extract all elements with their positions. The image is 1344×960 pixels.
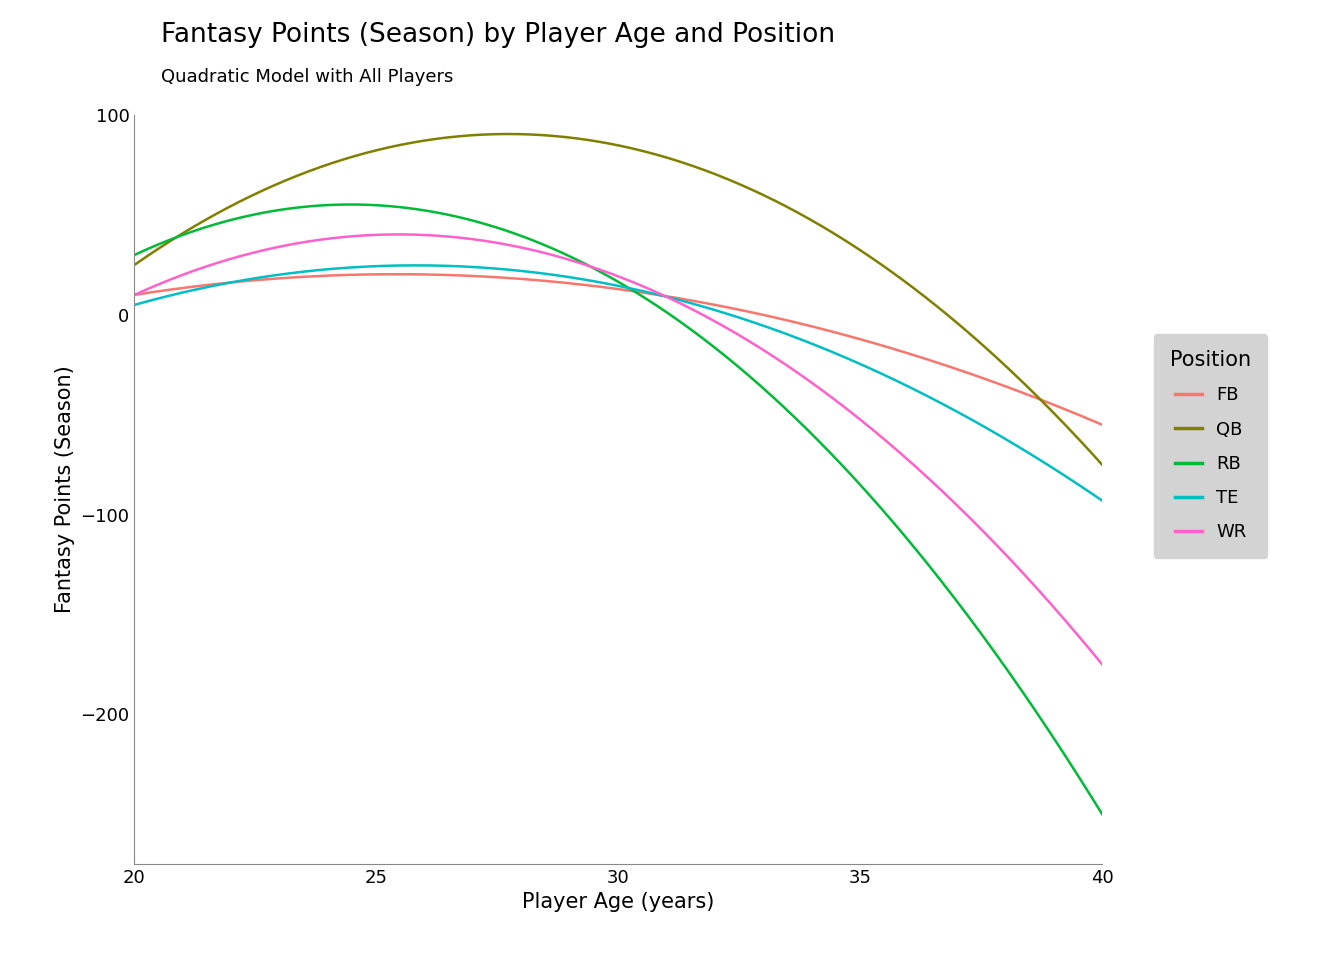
RB: [1094, 808, 1110, 820]
WR: [922, 473, 938, 485]
Line: QB: QB: [134, 134, 1102, 465]
QB: [704, 167, 720, 179]
WR: [126, 289, 142, 300]
QB: [652, 150, 668, 161]
FB: [1073, 410, 1089, 421]
FB: [587, 280, 603, 292]
QB: [922, 295, 938, 306]
RB: [704, 340, 720, 351]
TE: [1073, 480, 1089, 492]
WR: [1073, 633, 1089, 644]
WR: [587, 262, 603, 274]
TE: [704, 303, 720, 315]
Text: Fantasy Points (Season) by Player Age and Position: Fantasy Points (Season) by Player Age an…: [161, 22, 836, 48]
Line: RB: RB: [134, 204, 1102, 814]
X-axis label: Player Age (years): Player Age (years): [521, 893, 715, 912]
TE: [587, 276, 603, 287]
TE: [652, 289, 668, 300]
QB: [587, 135, 603, 147]
Line: FB: FB: [134, 275, 1102, 424]
TE: [594, 276, 610, 288]
FB: [594, 281, 610, 293]
QB: [126, 259, 142, 271]
QB: [1073, 436, 1089, 447]
FB: [922, 354, 938, 366]
TE: [1094, 494, 1110, 506]
WR: [1094, 659, 1110, 670]
Line: TE: TE: [134, 265, 1102, 500]
WR: [594, 265, 610, 276]
Line: WR: WR: [134, 234, 1102, 664]
FB: [652, 290, 668, 301]
Y-axis label: Fantasy Points (Season): Fantasy Points (Season): [55, 366, 75, 613]
TE: [922, 392, 938, 403]
FB: [704, 299, 720, 310]
RB: [587, 264, 603, 276]
RB: [594, 267, 610, 278]
FB: [126, 289, 142, 300]
WR: [704, 314, 720, 325]
QB: [594, 136, 610, 148]
FB: [1094, 419, 1110, 430]
RB: [652, 302, 668, 314]
WR: [652, 288, 668, 300]
RB: [344, 199, 360, 210]
Legend: FB, QB, RB, TE, WR: FB, QB, RB, TE, WR: [1153, 334, 1267, 558]
RB: [1073, 774, 1089, 785]
WR: [390, 228, 406, 240]
QB: [1094, 459, 1110, 470]
RB: [126, 250, 142, 261]
QB: [500, 129, 516, 140]
FB: [388, 269, 405, 280]
RB: [922, 561, 938, 572]
Text: Quadratic Model with All Players: Quadratic Model with All Players: [161, 68, 454, 86]
TE: [407, 259, 423, 271]
TE: [126, 300, 142, 311]
